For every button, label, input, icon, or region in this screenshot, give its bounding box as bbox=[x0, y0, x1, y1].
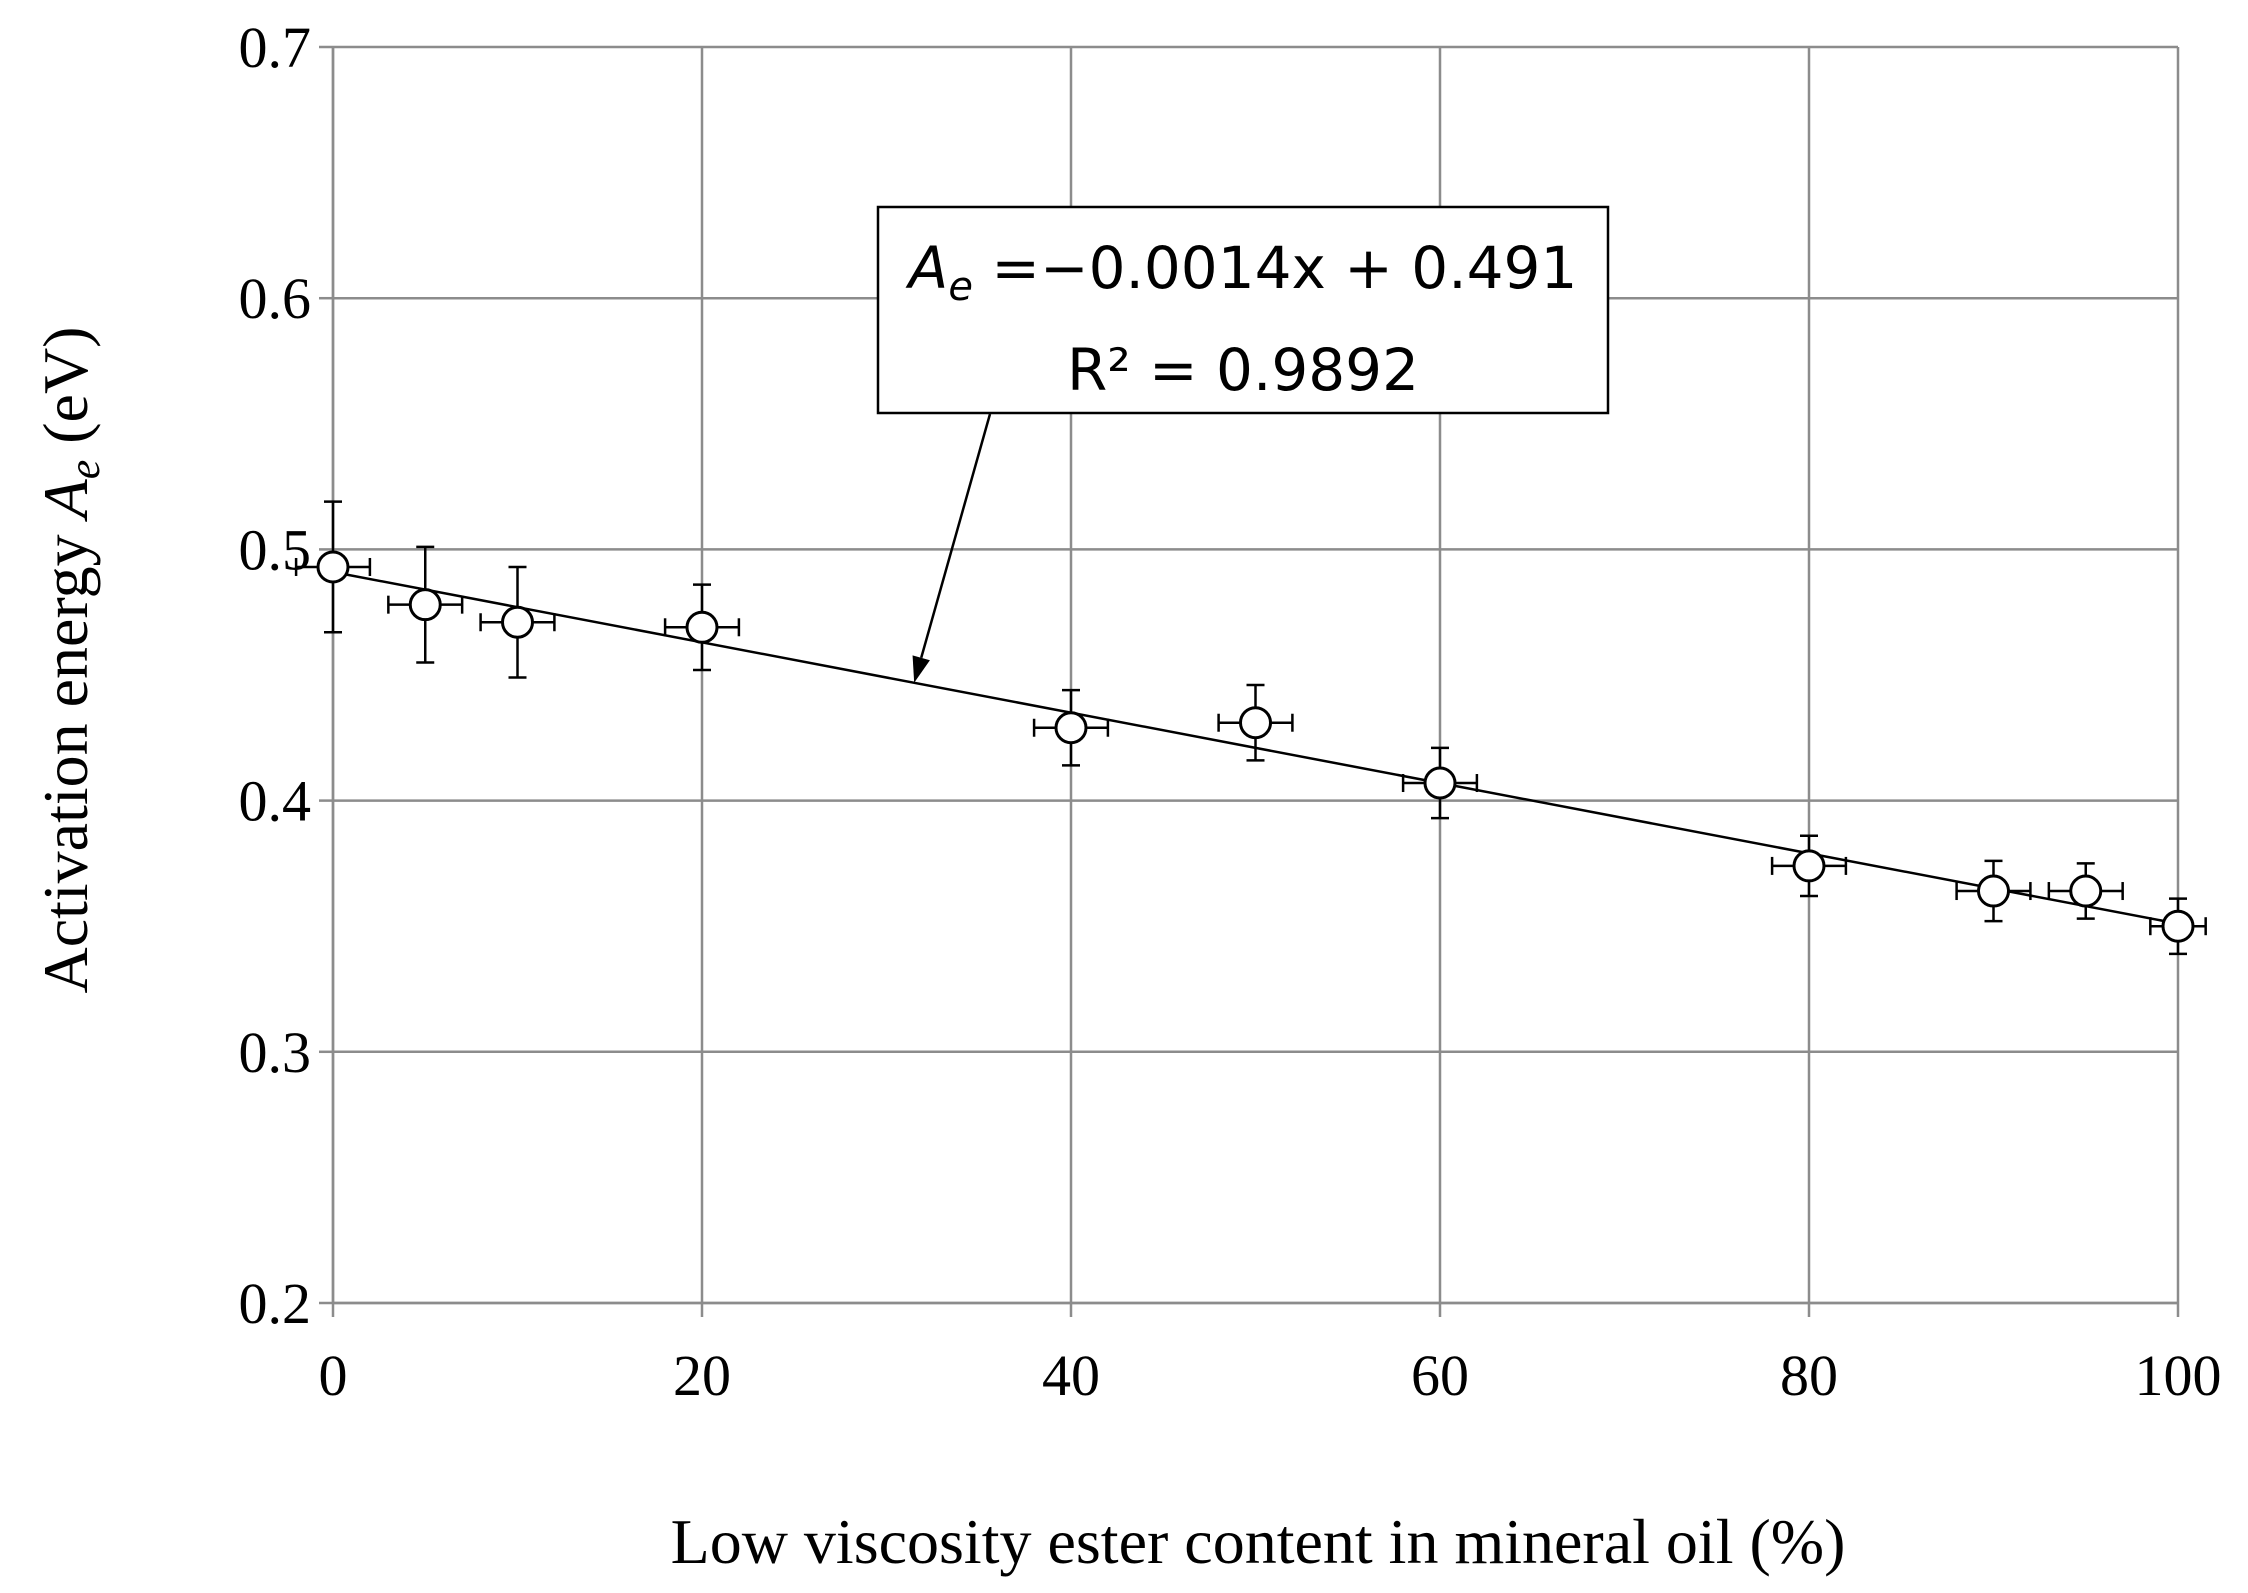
annotation-arrow bbox=[920, 413, 992, 659]
y-tick-label: 0.7 bbox=[239, 15, 312, 80]
x-tick-label: 40 bbox=[1042, 1343, 1100, 1408]
tick-labels: 0.2 0.3 0.4 0.5 0.6 0.7 0 20 40 60 80 100 bbox=[239, 15, 2222, 1408]
x-tick-label: 80 bbox=[1780, 1343, 1838, 1408]
y-tick-label: 0.4 bbox=[239, 769, 312, 834]
data-point bbox=[685, 610, 719, 644]
data-point bbox=[1977, 874, 2010, 908]
y-axis-title: Activation energy Ae (eV) bbox=[30, 327, 109, 994]
y-tick-label: 0.6 bbox=[239, 266, 312, 331]
data-point bbox=[1239, 706, 1272, 740]
x-tick-label: 60 bbox=[1411, 1343, 1469, 1408]
equation-annotation: Ae =−0.0014x + 0.491 R² = 0.9892 bbox=[876, 205, 1610, 683]
y-tick-label: 0.3 bbox=[239, 1020, 312, 1085]
data-point bbox=[2069, 874, 2103, 908]
data-points bbox=[316, 550, 2195, 943]
data-point bbox=[316, 550, 350, 584]
data-point bbox=[1423, 766, 1457, 800]
equation-text: Ae =−0.0014x + 0.491 bbox=[905, 234, 1578, 310]
x-axis-title: Low viscosity ester content in mineral o… bbox=[671, 1506, 1846, 1577]
equation-box bbox=[876, 205, 1610, 415]
annotation-arrowhead bbox=[912, 655, 930, 683]
data-point bbox=[501, 605, 534, 639]
axes bbox=[319, 45, 2180, 1317]
y-tick-label: 0.2 bbox=[239, 1271, 312, 1336]
data-point bbox=[408, 588, 442, 622]
data-point bbox=[1792, 849, 1826, 883]
x-tick-label: 100 bbox=[2135, 1343, 2222, 1408]
x-tick-label: 20 bbox=[673, 1343, 731, 1408]
data-point bbox=[1054, 711, 1088, 745]
x-tick-label: 0 bbox=[319, 1343, 348, 1408]
y-tick-label: 0.5 bbox=[239, 517, 312, 582]
r-squared-text: R² = 0.9892 bbox=[1067, 336, 1419, 404]
data-point bbox=[2161, 909, 2195, 943]
